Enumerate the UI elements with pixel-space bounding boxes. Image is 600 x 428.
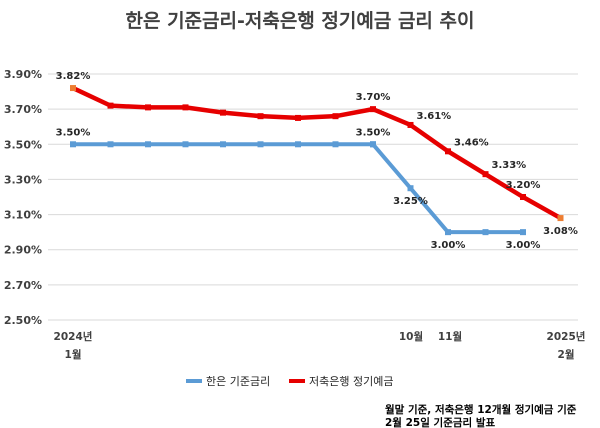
- data-point: [295, 114, 301, 121]
- data-label: 3.61%: [417, 111, 452, 122]
- data-point: [145, 104, 151, 111]
- footnote: 월말 기준, 저축은행 12개월 정기예금 기준: [385, 403, 577, 416]
- legend: 한은 기준금리 저축은행 정기예금: [186, 375, 393, 388]
- y-tick-label: 3.10%: [4, 209, 42, 222]
- gridlines: [48, 73, 578, 321]
- x-tick-label: 2024년: [54, 330, 93, 343]
- data-point: [557, 215, 564, 222]
- data-label: 3.08%: [543, 226, 578, 237]
- y-axis: 3.90% 3.70% 3.50% 3.30% 3.10% 2.90% 2.70% 2.50%: [4, 68, 42, 327]
- x-tick-label: 10월: [399, 330, 423, 343]
- data-point: [370, 106, 376, 113]
- data-label: 3.00%: [431, 240, 466, 251]
- data-label: 3.70%: [356, 92, 391, 103]
- data-point: [332, 141, 339, 148]
- data-labels: 3.50% 3.50% 3.25% 3.00% 3.00% 3.82% 3.70% 3.61%…: [56, 71, 578, 251]
- series-markers: [70, 85, 564, 236]
- x-tick-label: 11월: [438, 330, 462, 343]
- y-tick-label: 2.90%: [4, 244, 42, 257]
- data-label: 3.20%: [506, 180, 541, 191]
- data-label: 3.00%: [506, 240, 541, 251]
- data-label: 3.33%: [492, 160, 527, 171]
- data-point: [145, 141, 151, 148]
- data-point: [332, 113, 339, 120]
- data-point: [107, 102, 114, 109]
- data-label: 3.50%: [56, 127, 91, 138]
- data-point: [70, 141, 76, 148]
- y-tick-label: 2.70%: [4, 279, 42, 292]
- x-tick-label: 2025년: [547, 330, 586, 343]
- chart-title: 한은 기준금리-저축은행 정기예금 금리 추이: [126, 10, 475, 32]
- data-point: [407, 185, 414, 192]
- legend-label: 한은 기준금리: [206, 375, 270, 388]
- data-point: [370, 141, 376, 148]
- y-tick-label: 3.50%: [4, 138, 42, 151]
- legend-label: 저축은행 정기예금: [309, 375, 393, 388]
- data-point: [407, 121, 414, 128]
- data-point: [520, 229, 526, 236]
- data-point: [220, 109, 226, 116]
- data-label: 3.25%: [393, 196, 428, 207]
- x-tick-label: 2월: [558, 348, 575, 361]
- y-tick-label: 3.70%: [4, 103, 42, 116]
- data-point: [107, 141, 114, 148]
- data-point: [257, 141, 264, 148]
- data-point: [482, 229, 489, 236]
- y-tick-label: 3.30%: [4, 173, 42, 186]
- data-point: [182, 104, 189, 111]
- y-tick-label: 3.90%: [4, 68, 42, 81]
- data-label: 3.46%: [454, 137, 489, 148]
- y-tick-label: 2.50%: [4, 314, 42, 327]
- data-point: [520, 194, 526, 200]
- x-tick-label: 1월: [65, 348, 82, 361]
- data-point: [445, 229, 451, 236]
- data-point: [182, 141, 189, 148]
- data-point: [445, 148, 451, 155]
- data-point: [295, 141, 301, 148]
- x-axis: 2024년 1월 10월 11월 2025년 2월: [54, 330, 586, 361]
- data-point: [70, 85, 76, 92]
- footnote: 2월 25일 기준금리 발표: [385, 416, 496, 428]
- data-label: 3.50%: [356, 127, 391, 138]
- data-point: [257, 113, 264, 120]
- data-label: 3.82%: [56, 71, 91, 82]
- data-point: [220, 141, 226, 148]
- deposit-rate-line: [72, 86, 562, 221]
- data-point: [482, 171, 489, 178]
